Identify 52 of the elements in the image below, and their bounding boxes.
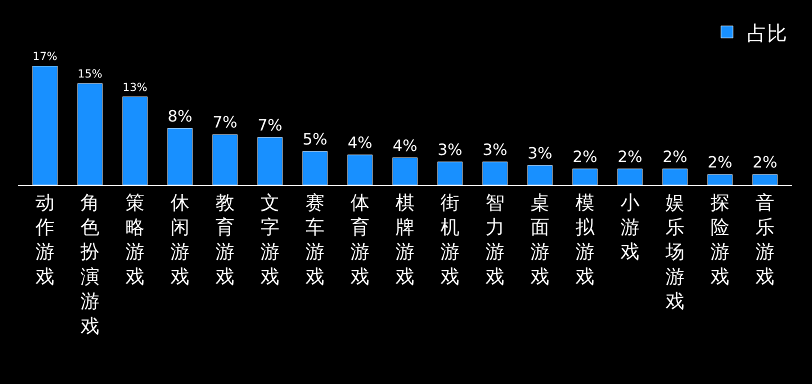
- data-label: 15%: [78, 68, 102, 81]
- bar: [167, 128, 193, 185]
- bar: [617, 168, 643, 185]
- bar: [122, 96, 148, 185]
- x-tick-label: 模拟游戏: [576, 192, 596, 288]
- bar: [662, 168, 688, 185]
- x-tick-label: 动作游戏: [34, 192, 54, 288]
- bar: [302, 151, 328, 185]
- bar: [752, 174, 778, 185]
- x-tick-label: 智力游戏: [486, 192, 504, 288]
- data-label: 3%: [482, 141, 508, 159]
- bar: [482, 162, 508, 185]
- data-label: 5%: [302, 130, 328, 148]
- data-label: 2%: [662, 148, 688, 166]
- bar: [437, 162, 463, 185]
- x-tick-label: 探险游戏: [710, 192, 730, 288]
- data-label: 8%: [168, 107, 192, 126]
- data-label: 7%: [212, 114, 238, 132]
- data-label: 3%: [438, 141, 462, 159]
- data-label: 2%: [618, 148, 642, 166]
- data-label: 7%: [258, 116, 282, 134]
- data-label: 2%: [708, 154, 732, 172]
- x-tick-label: 娱乐场游戏: [664, 192, 684, 313]
- bar: [257, 137, 283, 185]
- x-tick-label: 文字游戏: [260, 192, 280, 288]
- legend-label: 占比: [747, 20, 787, 45]
- data-label: 3%: [528, 144, 552, 162]
- data-label: 4%: [392, 136, 418, 155]
- data-label: 13%: [122, 81, 148, 94]
- x-tick-label: 街机游戏: [440, 192, 460, 288]
- x-tick-label: 体育游戏: [350, 192, 370, 288]
- bar: [347, 154, 373, 185]
- bar: [392, 157, 418, 185]
- x-tick-label: 教育游戏: [216, 192, 234, 288]
- data-label: 2%: [752, 154, 778, 172]
- x-tick-label: 音乐游戏: [756, 192, 774, 288]
- bar: [32, 66, 58, 185]
- x-tick-label: 角色扮演游戏: [80, 192, 100, 338]
- x-tick-label: 小游戏: [620, 192, 640, 264]
- bar: [707, 174, 733, 185]
- bar: [77, 83, 103, 185]
- bar: [572, 168, 598, 185]
- data-label: 17%: [32, 50, 58, 64]
- data-label: 4%: [348, 134, 372, 152]
- x-tick-label: 桌面游戏: [530, 192, 550, 288]
- x-tick-label: 策略游戏: [126, 192, 144, 288]
- x-tick-label: 棋牌游戏: [396, 192, 414, 288]
- bar: [212, 134, 238, 185]
- x-tick-label: 赛车游戏: [306, 192, 324, 288]
- x-tick-label: 休闲游戏: [170, 192, 190, 288]
- bar: [527, 165, 553, 185]
- data-label: 2%: [572, 148, 598, 166]
